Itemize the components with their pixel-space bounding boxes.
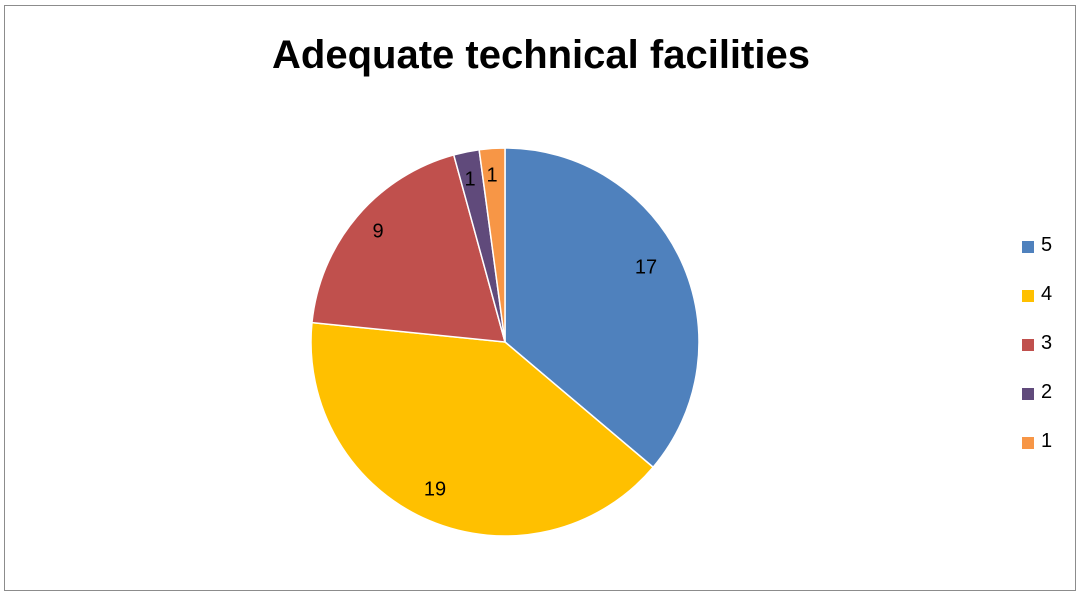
- legend-swatch: [1022, 241, 1034, 253]
- legend-label: 2: [1041, 381, 1053, 403]
- data-label-1: 1: [486, 164, 497, 186]
- pie-data-labels: 17 19 9 1 1: [372, 164, 657, 500]
- data-label-2: 1: [464, 168, 475, 190]
- chart-title: Adequate technical facilities: [272, 33, 810, 77]
- legend-swatch: [1022, 388, 1034, 400]
- legend-swatch: [1022, 339, 1034, 351]
- legend-label: 3: [1041, 332, 1053, 354]
- legend-label: 1: [1041, 430, 1053, 452]
- legend-label: 4: [1041, 283, 1053, 305]
- data-label-4: 19: [424, 478, 446, 500]
- data-label-5: 17: [635, 256, 657, 278]
- pie-slices: [310, 147, 700, 537]
- legend-swatch: [1022, 437, 1034, 449]
- pie-slice-3[interactable]: [311, 153, 507, 343]
- pie-slice-1[interactable]: [478, 147, 506, 343]
- pie-slice-5[interactable]: [504, 147, 700, 469]
- legend-swatch: [1022, 290, 1034, 302]
- pie-slice-4[interactable]: [310, 321, 655, 537]
- legend-label: 5: [1041, 234, 1053, 256]
- data-label-3: 9: [372, 220, 383, 242]
